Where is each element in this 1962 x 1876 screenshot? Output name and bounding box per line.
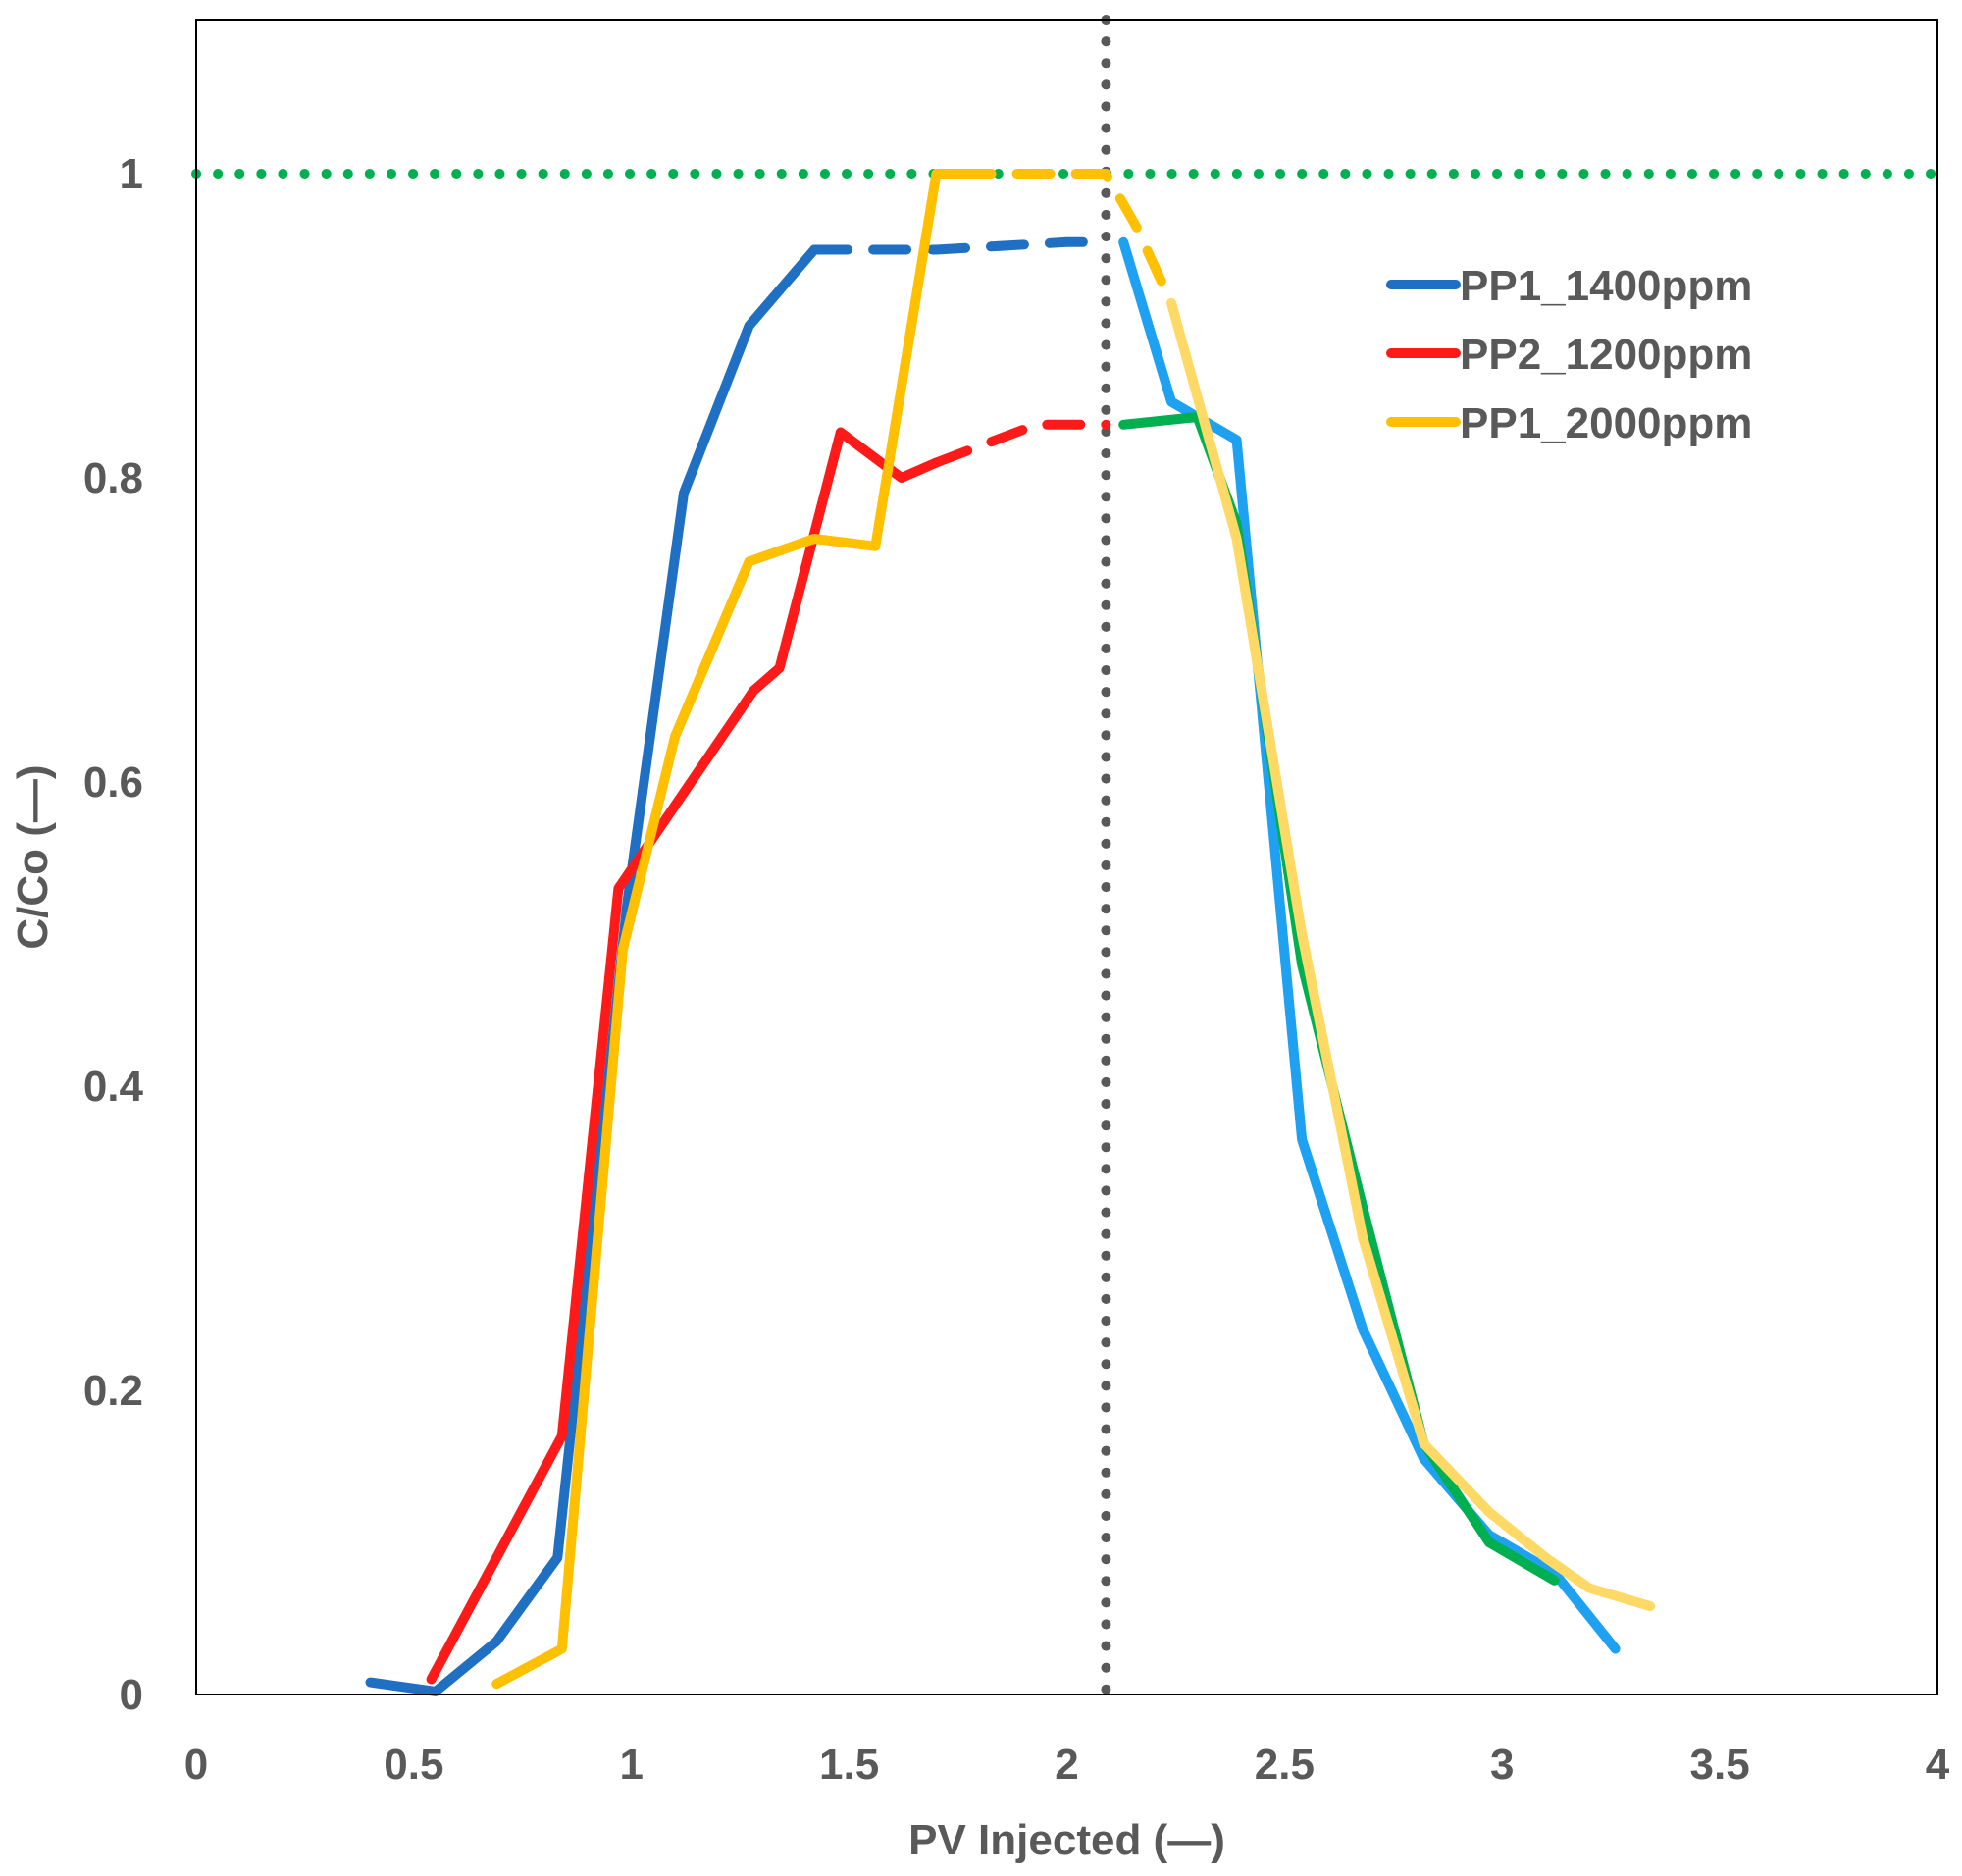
x-axis-ticks: 0 0.5 1 1.5 2 2.5 3 3.5 4 xyxy=(184,1741,1950,1789)
series-line-pp1-2000ppm-postflush xyxy=(1166,297,1656,1612)
x-tick-label: 3 xyxy=(1490,1741,1514,1789)
y-tick-label: 0.6 xyxy=(83,758,143,807)
x-tick-label: 2 xyxy=(1055,1741,1078,1789)
x-tick-label: 3.5 xyxy=(1690,1741,1750,1789)
series-lines xyxy=(365,169,1656,1696)
x-tick-label: 1 xyxy=(620,1741,644,1789)
x-axis-title: PV Injected (—) xyxy=(908,1816,1225,1864)
legend: PP1_1400ppm PP2_1200ppm PP1_2000ppm xyxy=(1386,262,1752,447)
legend-label: PP2_1200ppm xyxy=(1460,331,1752,379)
x-tick-label: 0 xyxy=(184,1741,208,1789)
y-tick-label: 0.2 xyxy=(83,1367,143,1415)
legend-label: PP1_2000ppm xyxy=(1460,399,1752,447)
series-line-pp1-1400ppm-plateau xyxy=(809,236,1111,255)
x-tick-label: 4 xyxy=(1926,1741,1950,1789)
y-tick-label: 0.8 xyxy=(83,454,143,502)
y-axis-title: C/Co (—) xyxy=(9,764,57,949)
y-axis-ticks: 0 0.2 0.4 0.6 0.8 1 xyxy=(83,150,144,1719)
reference-lines xyxy=(191,15,1942,1699)
x-tick-label: 1.5 xyxy=(819,1741,879,1789)
x-tick-label: 2.5 xyxy=(1255,1741,1315,1789)
y-tick-label: 0.4 xyxy=(83,1063,144,1111)
plot-area-frame xyxy=(195,19,1938,1695)
y-tick-label: 0 xyxy=(120,1671,143,1719)
legend-label: PP1_1400ppm xyxy=(1460,262,1752,310)
series-line-pp1-1400ppm-injection xyxy=(365,244,820,1696)
y-tick-label: 1 xyxy=(120,150,143,198)
x-tick-label: 0.5 xyxy=(384,1741,443,1789)
series-line-pp1-2000ppm-plateau xyxy=(953,169,1176,308)
series-line-pp1-2000ppm-injection xyxy=(491,169,963,1690)
series-line-pp2-1200ppm-plateau xyxy=(931,419,1111,468)
